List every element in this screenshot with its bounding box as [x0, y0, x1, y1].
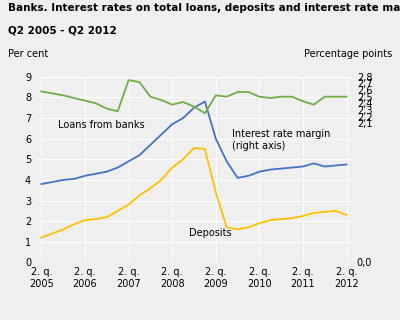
Text: Q2 2005 - Q2 2012: Q2 2005 - Q2 2012 [8, 26, 117, 36]
Text: Banks. Interest rates on total loans, deposits and interest rate margin.: Banks. Interest rates on total loans, de… [8, 3, 400, 13]
Text: Interest rate margin
(right axis): Interest rate margin (right axis) [232, 129, 330, 151]
Text: Loans from banks: Loans from banks [58, 120, 144, 130]
Text: Percentage points: Percentage points [304, 49, 392, 59]
Text: Deposits: Deposits [188, 228, 231, 237]
Text: Per cent: Per cent [8, 49, 48, 59]
